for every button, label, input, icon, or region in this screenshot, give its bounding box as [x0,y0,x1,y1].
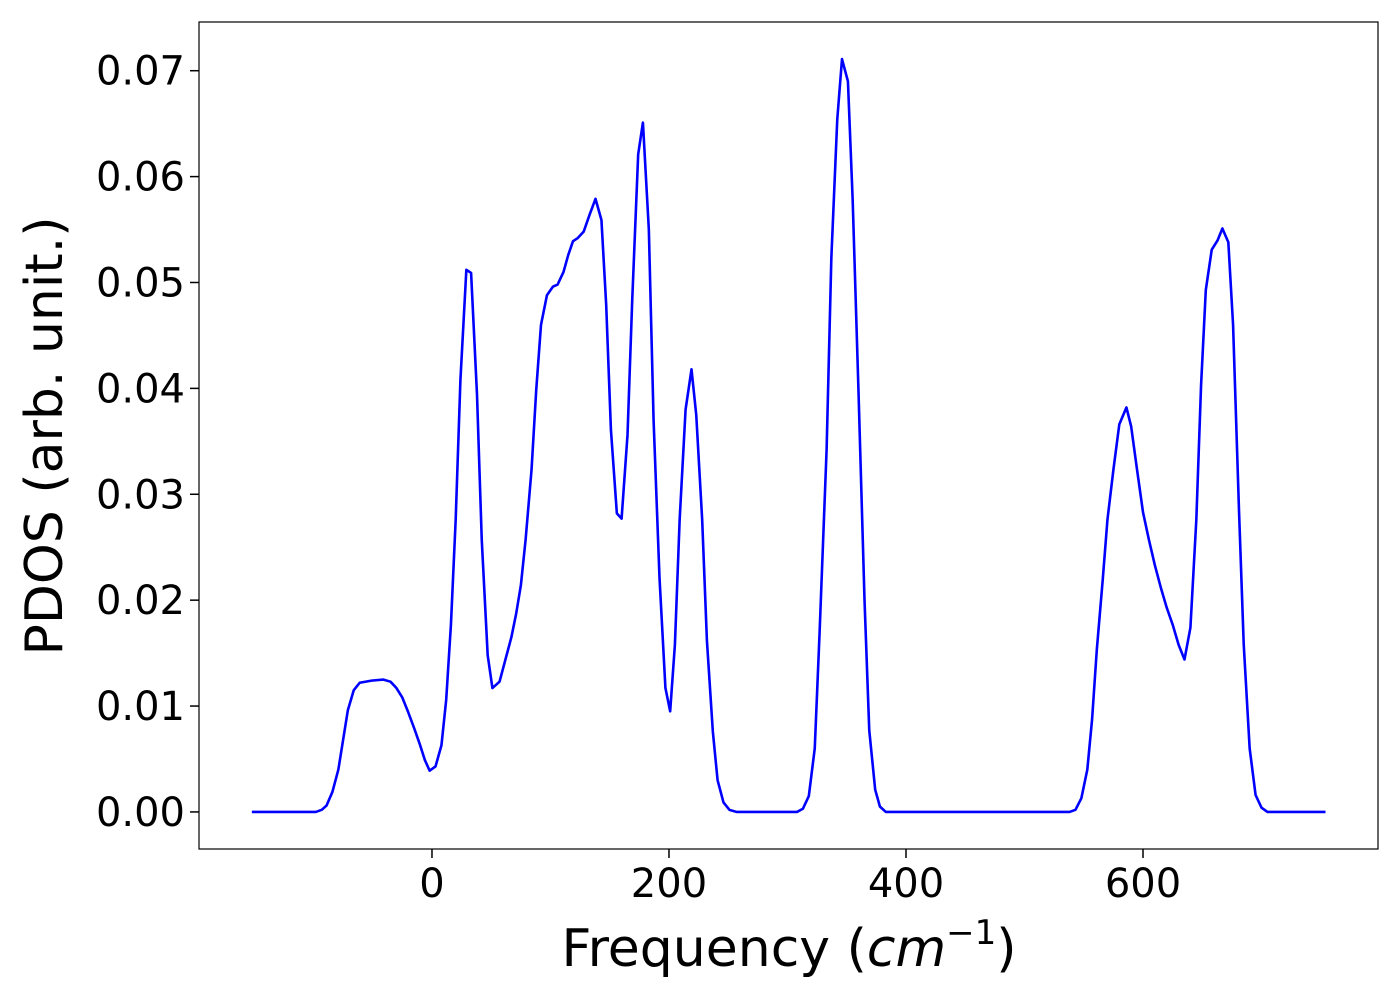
x-tick-label: 400 [868,861,944,907]
y-tick-label: 0.00 [96,790,185,836]
x-axis-label: Frequency (cm−1) [561,913,1016,979]
x-tick-label: 600 [1105,861,1181,907]
y-tick-label: 0.07 [96,49,185,95]
y-tick-label: 0.04 [96,366,185,412]
x-label-close: ) [996,919,1016,979]
y-tick-label: 0.03 [96,472,185,518]
x-label-exponent: −1 [946,913,996,953]
y-axis-label: PDOS (arb. unit.) [15,216,75,655]
y-tick-label: 0.06 [96,155,185,201]
y-tick-label: 0.02 [96,578,185,624]
x-tick-label: 200 [631,861,707,907]
x-label-unit: cm [867,919,946,979]
y-tick-label: 0.05 [96,260,185,306]
line [251,57,1326,814]
plot-frame [198,21,1379,850]
x-label-text: Frequency ( [561,919,866,979]
y-tick-label: 0.01 [96,684,185,730]
x-tick-label: 0 [419,861,444,907]
